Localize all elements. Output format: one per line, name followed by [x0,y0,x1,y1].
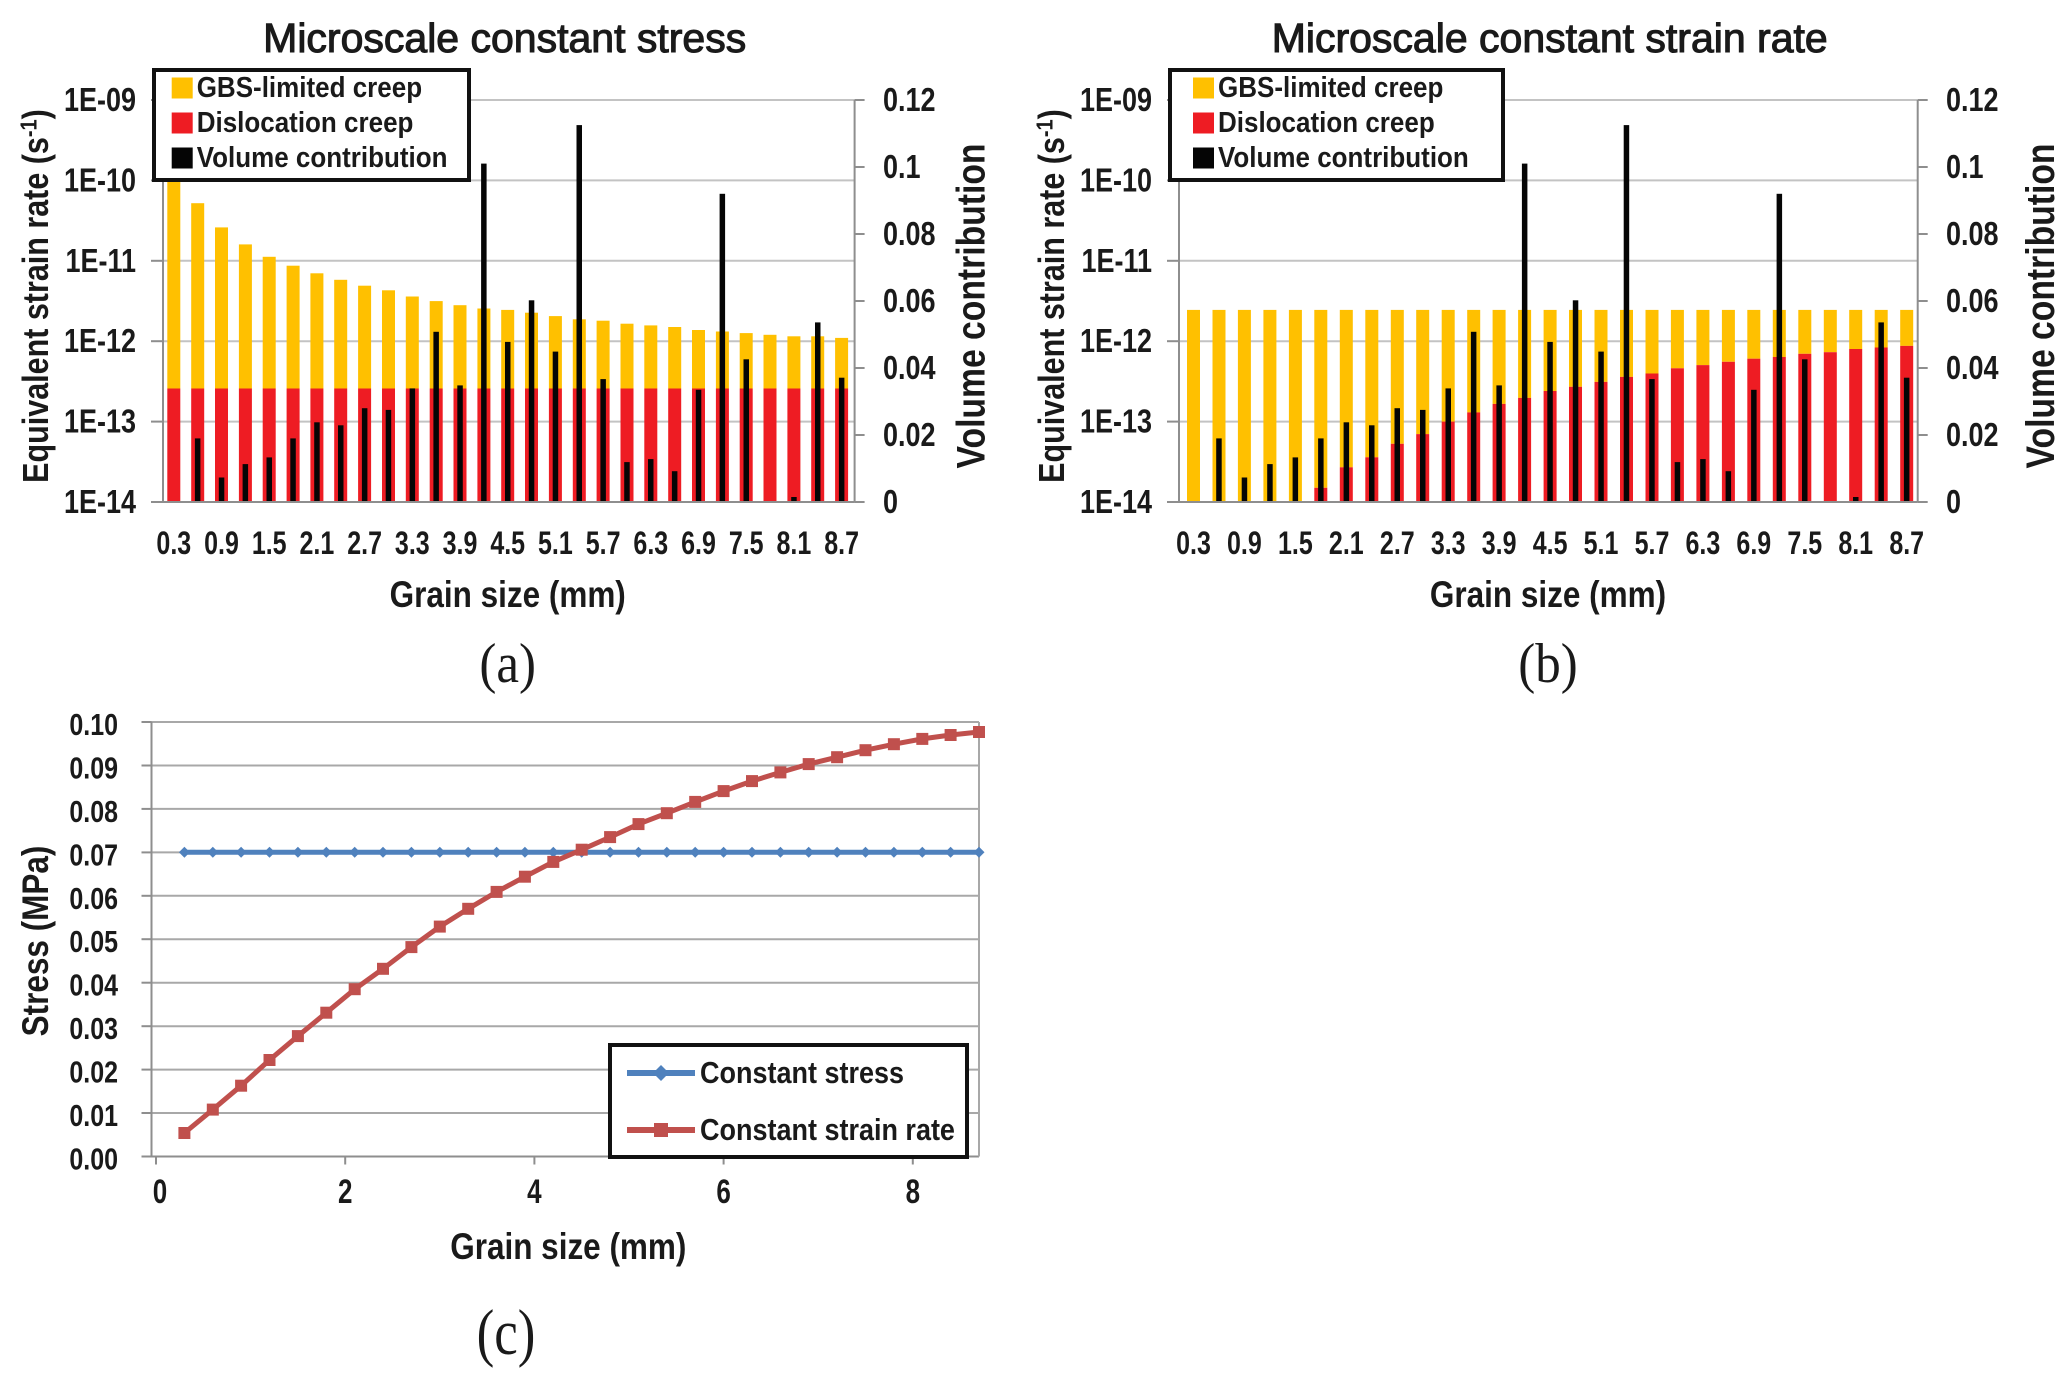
svg-text:8.7: 8.7 [824,526,859,562]
svg-text:0: 0 [883,485,898,521]
svg-text:Grain size (mm): Grain size (mm) [390,575,626,616]
svg-text:2.7: 2.7 [1380,526,1415,562]
svg-text:0.08: 0.08 [883,217,936,253]
svg-text:1E-10: 1E-10 [1080,163,1152,199]
svg-text:0.04: 0.04 [883,351,936,387]
svg-text:Equivalent strain rate (s-1): Equivalent strain rate (s-1) [15,109,57,483]
svg-text:0.02: 0.02 [1946,418,1999,454]
svg-text:7.5: 7.5 [1787,526,1822,562]
svg-text:1E-10: 1E-10 [64,163,136,199]
svg-text:Grain size (mm): Grain size (mm) [1430,575,1666,616]
svg-text:0.1: 0.1 [883,150,921,186]
svg-text:8: 8 [906,1174,920,1211]
svg-text:0: 0 [153,1174,167,1211]
svg-text:0.09: 0.09 [69,751,118,785]
svg-text:0.02: 0.02 [69,1055,118,1089]
svg-text:3.9: 3.9 [1482,526,1517,562]
svg-text:0.10: 0.10 [69,708,118,742]
svg-text:0.3: 0.3 [156,526,191,562]
svg-text:GBS-limited creep: GBS-limited creep [197,71,422,103]
svg-text:6.3: 6.3 [633,526,668,562]
svg-text:1E-09: 1E-09 [1080,83,1152,119]
svg-text:0.1: 0.1 [1946,150,1984,186]
svg-text:Microscale constant strain rat: Microscale constant strain rate [1272,15,1828,61]
svg-text:0.06: 0.06 [1946,284,1999,320]
svg-text:0.12: 0.12 [1946,83,1999,119]
svg-text:(c): (c) [477,1296,536,1368]
svg-text:1E-14: 1E-14 [64,485,136,521]
svg-text:5.7: 5.7 [586,526,621,562]
svg-text:5.7: 5.7 [1635,526,1670,562]
svg-text:2.1: 2.1 [300,526,335,562]
svg-text:2: 2 [338,1174,352,1211]
svg-text:0: 0 [1946,485,1961,521]
svg-text:0.05: 0.05 [69,925,118,959]
svg-text:GBS-limited creep: GBS-limited creep [1218,71,1443,103]
svg-text:0.08: 0.08 [69,795,118,829]
svg-text:Constant stress: Constant stress [700,1057,904,1091]
svg-text:Volume contribution: Volume contribution [949,144,993,469]
svg-text:1E-12: 1E-12 [64,324,136,360]
svg-text:1E-12: 1E-12 [1080,324,1152,360]
svg-text:0.02: 0.02 [883,418,936,454]
svg-text:Equivalent strain rate (s-1): Equivalent strain rate (s-1) [1031,109,1073,483]
svg-text:Volume contribution: Volume contribution [197,141,448,173]
svg-text:0.04: 0.04 [1946,351,1999,387]
svg-text:0.06: 0.06 [883,284,936,320]
svg-text:Dislocation creep: Dislocation creep [197,106,414,138]
svg-text:Dislocation creep: Dislocation creep [1218,106,1435,138]
svg-text:4.5: 4.5 [1533,526,1568,562]
svg-text:8.1: 8.1 [1838,526,1873,562]
svg-text:4: 4 [527,1174,542,1211]
svg-text:3.9: 3.9 [443,526,478,562]
svg-text:Microscale constant stress: Microscale constant stress [263,15,746,61]
svg-text:3.3: 3.3 [395,526,430,562]
svg-text:0.12: 0.12 [883,83,936,119]
svg-text:8.1: 8.1 [777,526,812,562]
svg-text:7.5: 7.5 [729,526,764,562]
svg-text:0.03: 0.03 [69,1012,118,1046]
svg-text:5.1: 5.1 [1584,526,1619,562]
svg-text:3.3: 3.3 [1431,526,1466,562]
svg-text:1.5: 1.5 [1278,526,1313,562]
svg-text:Volume contribution: Volume contribution [2019,144,2063,469]
svg-text:0.04: 0.04 [69,968,118,1002]
svg-text:6.3: 6.3 [1686,526,1721,562]
svg-text:1E-11: 1E-11 [65,243,136,279]
svg-text:Stress (MPa): Stress (MPa) [16,846,57,1037]
svg-text:1E-11: 1E-11 [1081,243,1152,279]
svg-text:0.08: 0.08 [1946,217,1999,253]
svg-text:5.1: 5.1 [538,526,573,562]
svg-text:0.3: 0.3 [1176,526,1211,562]
svg-text:Constant strain rate: Constant strain rate [700,1114,955,1148]
svg-text:1E-13: 1E-13 [1080,404,1152,440]
svg-text:2.7: 2.7 [347,526,382,562]
svg-text:4.5: 4.5 [490,526,525,562]
svg-text:1E-14: 1E-14 [1080,485,1152,521]
svg-text:1E-13: 1E-13 [64,404,136,440]
svg-text:6.9: 6.9 [1736,526,1771,562]
svg-text:Grain size (mm): Grain size (mm) [450,1227,686,1268]
svg-text:0.07: 0.07 [69,838,118,872]
svg-text:0.9: 0.9 [1227,526,1262,562]
svg-text:0.9: 0.9 [204,526,239,562]
svg-text:Volume contribution: Volume contribution [1218,141,1469,173]
svg-text:1.5: 1.5 [252,526,287,562]
svg-text:2.1: 2.1 [1329,526,1364,562]
svg-text:6: 6 [716,1174,730,1211]
svg-text:(a): (a) [479,632,536,695]
svg-text:1E-09: 1E-09 [64,83,136,119]
svg-text:(b): (b) [1518,632,1577,695]
svg-text:0.01: 0.01 [69,1099,118,1133]
svg-text:0.00: 0.00 [69,1142,118,1176]
svg-text:8.7: 8.7 [1889,526,1924,562]
svg-text:6.9: 6.9 [681,526,716,562]
svg-text:0.06: 0.06 [69,881,118,915]
